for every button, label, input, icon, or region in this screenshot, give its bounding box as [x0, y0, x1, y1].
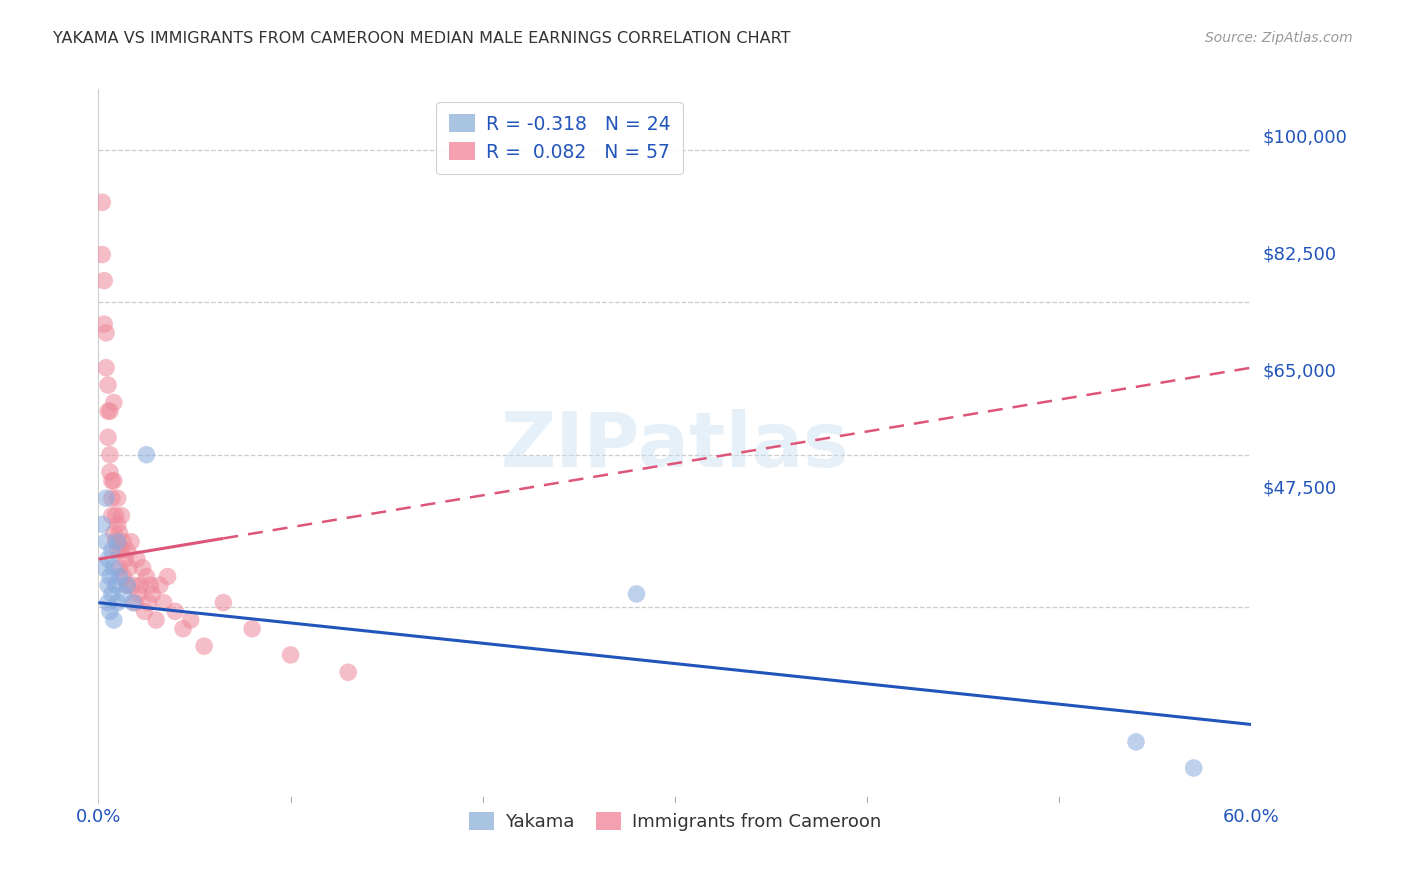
- Point: [98, 404, 121, 418]
- Point: [112, 569, 135, 583]
- Point: [165, 604, 187, 618]
- Point: [117, 578, 139, 592]
- Point: [107, 534, 129, 549]
- Point: [101, 474, 124, 488]
- Point: [1125, 735, 1147, 749]
- Point: [103, 561, 125, 575]
- Point: [135, 448, 157, 462]
- Point: [1182, 761, 1205, 775]
- Point: [101, 508, 124, 523]
- Point: [114, 552, 136, 566]
- Point: [101, 543, 124, 558]
- Point: [149, 578, 172, 592]
- Point: [103, 526, 125, 541]
- Y-axis label: Median Male Earnings: Median Male Earnings: [0, 355, 8, 537]
- Point: [134, 604, 156, 618]
- Point: [107, 596, 129, 610]
- Point: [139, 578, 162, 592]
- Point: [94, 534, 117, 549]
- Point: [97, 552, 120, 566]
- Point: [110, 508, 132, 523]
- Point: [118, 561, 141, 575]
- Point: [104, 578, 127, 592]
- Point: [93, 317, 115, 331]
- Point: [104, 534, 127, 549]
- Text: YAKAMA VS IMMIGRANTS FROM CAMEROON MEDIAN MALE EARNINGS CORRELATION CHART: YAKAMA VS IMMIGRANTS FROM CAMEROON MEDIA…: [53, 31, 792, 46]
- Point: [193, 639, 215, 653]
- Point: [135, 569, 157, 583]
- Point: [94, 491, 117, 506]
- Point: [117, 543, 139, 558]
- Point: [91, 195, 114, 210]
- Point: [626, 587, 648, 601]
- Point: [280, 648, 302, 662]
- Point: [107, 491, 129, 506]
- Point: [129, 578, 152, 592]
- Point: [103, 395, 125, 409]
- Point: [240, 622, 263, 636]
- Point: [141, 587, 163, 601]
- Point: [152, 596, 174, 610]
- Point: [145, 613, 167, 627]
- Point: [97, 430, 120, 444]
- Point: [104, 508, 127, 523]
- Point: [93, 274, 115, 288]
- Point: [108, 526, 131, 541]
- Legend: Yakama, Immigrants from Cameroon: Yakama, Immigrants from Cameroon: [460, 804, 890, 840]
- Point: [91, 247, 114, 261]
- Point: [107, 543, 129, 558]
- Point: [94, 326, 117, 340]
- Point: [108, 561, 131, 575]
- Point: [124, 596, 146, 610]
- Point: [180, 613, 202, 627]
- Point: [103, 613, 125, 627]
- Point: [97, 596, 120, 610]
- Point: [120, 534, 142, 549]
- Point: [122, 578, 145, 592]
- Point: [97, 378, 120, 392]
- Point: [97, 404, 120, 418]
- Point: [337, 665, 360, 680]
- Point: [108, 569, 131, 583]
- Point: [97, 578, 120, 592]
- Point: [101, 491, 124, 506]
- Point: [98, 465, 121, 479]
- Text: ZIPatlas: ZIPatlas: [501, 409, 849, 483]
- Point: [112, 534, 135, 549]
- Point: [103, 474, 125, 488]
- Text: Source: ZipAtlas.com: Source: ZipAtlas.com: [1205, 31, 1353, 45]
- Point: [98, 448, 121, 462]
- Point: [122, 596, 145, 610]
- Point: [98, 569, 121, 583]
- Point: [156, 569, 179, 583]
- Point: [101, 587, 124, 601]
- Point: [117, 578, 139, 592]
- Point: [131, 561, 153, 575]
- Point: [94, 360, 117, 375]
- Point: [110, 543, 132, 558]
- Point: [107, 517, 129, 532]
- Point: [172, 622, 194, 636]
- Point: [91, 517, 114, 532]
- Point: [138, 596, 160, 610]
- Point: [112, 587, 135, 601]
- Point: [212, 596, 235, 610]
- Point: [125, 552, 148, 566]
- Point: [98, 604, 121, 618]
- Point: [128, 587, 150, 601]
- Point: [93, 561, 115, 575]
